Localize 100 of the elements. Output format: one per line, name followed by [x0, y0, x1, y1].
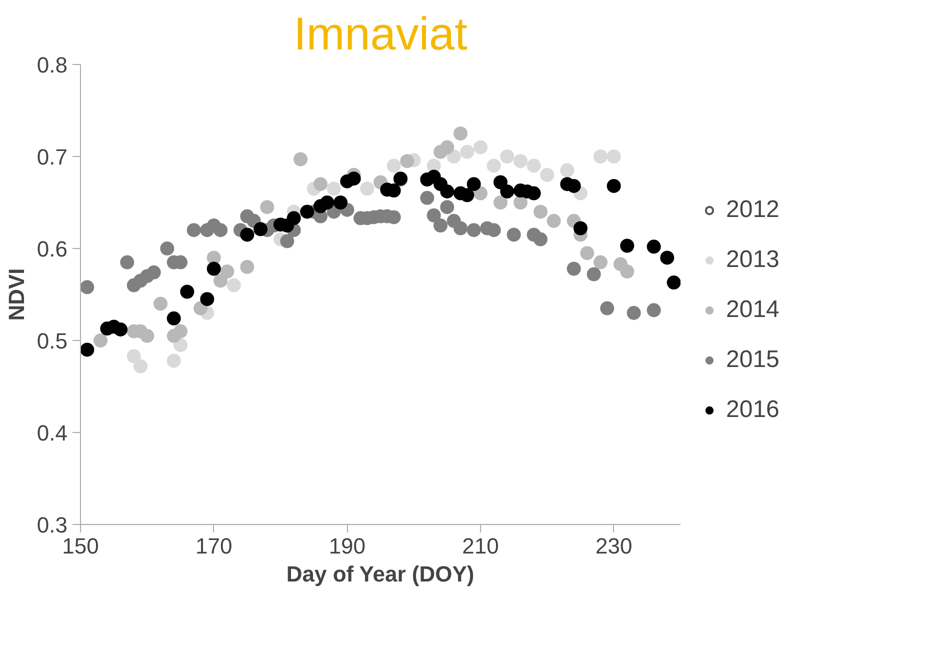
point: [474, 186, 488, 200]
point: [620, 264, 634, 278]
point: [174, 324, 188, 338]
point: [334, 196, 348, 210]
point: [114, 322, 128, 336]
point: [534, 232, 548, 246]
x-tick-label: 210: [462, 534, 499, 558]
point: [134, 359, 148, 374]
point: [120, 255, 134, 270]
point: [560, 163, 574, 178]
point: [166, 354, 181, 368]
point: [186, 223, 201, 238]
point: [254, 222, 268, 236]
point: [460, 144, 474, 159]
point: [534, 204, 548, 219]
point: [514, 154, 528, 168]
point: [146, 265, 161, 280]
y-tick-label: 0.5: [36, 328, 68, 354]
point: [546, 214, 561, 228]
point: [240, 228, 254, 242]
point: [526, 186, 541, 200]
point: [260, 200, 274, 214]
point: [606, 150, 621, 164]
y-tick-label: 0.7: [36, 144, 68, 170]
point: [174, 338, 188, 352]
point: [566, 178, 581, 193]
point: [346, 172, 361, 186]
point: [494, 175, 508, 190]
point: [474, 140, 488, 154]
point: [646, 240, 661, 254]
x-tick-label: 170: [195, 534, 232, 558]
point: [294, 152, 308, 166]
point: [594, 255, 608, 270]
point: [400, 154, 414, 168]
y-tick-label: 0.8: [36, 52, 68, 78]
point: [426, 208, 441, 222]
point: [386, 158, 401, 173]
legend-label: 2014: [726, 296, 780, 324]
point: [326, 182, 341, 196]
point: [434, 218, 448, 232]
point: [526, 158, 541, 173]
point: [620, 238, 634, 253]
point: [440, 140, 454, 154]
y-tick-label: 0.4: [36, 420, 68, 446]
point: [540, 168, 554, 182]
point: [646, 303, 661, 318]
y-tick-label: 0.6: [36, 236, 68, 262]
point: [454, 221, 468, 236]
legend-label: 2016: [726, 396, 780, 424]
point: [594, 150, 608, 164]
point: [420, 190, 434, 205]
point: [360, 182, 374, 196]
point: [214, 274, 228, 288]
point: [514, 196, 528, 210]
point: [200, 292, 214, 306]
point: [94, 334, 108, 348]
point: [486, 158, 501, 173]
point: [80, 280, 94, 294]
point: [140, 328, 154, 343]
chart-title: Imnaviat: [294, 8, 468, 60]
point: [660, 250, 674, 265]
point: [166, 311, 181, 326]
point: [454, 126, 468, 140]
legend-label: 2012: [726, 196, 780, 224]
point: [574, 221, 588, 236]
point: [300, 204, 314, 219]
point: [566, 262, 581, 276]
point: [240, 260, 254, 274]
x-tick-label: 190: [328, 534, 366, 558]
point: [180, 284, 194, 299]
point: [466, 223, 481, 238]
x-tick-label: 230: [595, 534, 632, 558]
legend-label: 2013: [726, 246, 780, 274]
point: [500, 184, 514, 198]
point: [194, 301, 208, 316]
point: [280, 234, 294, 248]
point: [666, 276, 680, 290]
point: [286, 211, 301, 226]
point: [460, 188, 474, 202]
point: [220, 264, 234, 278]
point: [214, 223, 228, 238]
point: [206, 262, 221, 276]
point: [226, 278, 241, 292]
x-axis-title: Day of Year (DOY): [286, 562, 474, 586]
point: [506, 228, 521, 242]
point: [440, 200, 454, 214]
point: [446, 150, 461, 164]
point: [586, 267, 601, 282]
legend-label: 2015: [726, 346, 780, 374]
point: [160, 242, 174, 256]
point: [440, 184, 454, 198]
point: [320, 196, 334, 210]
point: [600, 301, 614, 316]
point: [500, 150, 514, 164]
point: [314, 177, 328, 192]
point: [80, 342, 94, 357]
point: [580, 246, 594, 260]
point: [154, 296, 168, 311]
point: [606, 178, 621, 193]
point: [126, 349, 141, 364]
